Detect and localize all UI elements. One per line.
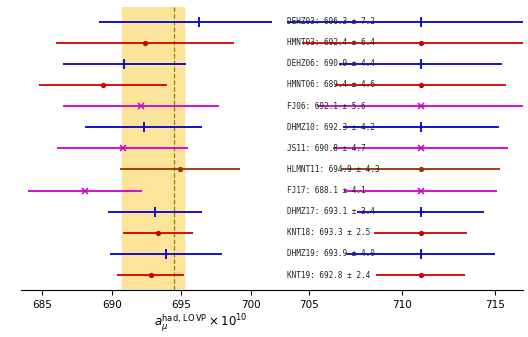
Text: KNT18: 693.3 ± 2.5: KNT18: 693.3 ± 2.5 bbox=[287, 228, 370, 237]
Text: DHMZ17: 693.1 ± 3.4: DHMZ17: 693.1 ± 3.4 bbox=[287, 207, 375, 216]
Text: KNT19: 692.8 ± 2.4: KNT19: 692.8 ± 2.4 bbox=[287, 271, 370, 279]
Text: FJ17: 688.1 ± 4.1: FJ17: 688.1 ± 4.1 bbox=[287, 186, 365, 195]
Bar bbox=[122, 7, 184, 290]
Text: JS11: 690.8 ± 4.7: JS11: 690.8 ± 4.7 bbox=[287, 144, 365, 153]
Text: DHMZ19: 693.9 ± 4.0: DHMZ19: 693.9 ± 4.0 bbox=[287, 249, 375, 258]
Text: DHMZ10: 692.3 ± 4.2: DHMZ10: 692.3 ± 4.2 bbox=[287, 123, 375, 132]
Text: $a_{\mu}^{\mathrm{had,\,LO\,VP}} \times 10^{10}$: $a_{\mu}^{\mathrm{had,\,LO\,VP}} \times … bbox=[154, 312, 248, 334]
Text: HLMNT11: 694.9 ± 4.3: HLMNT11: 694.9 ± 4.3 bbox=[287, 165, 379, 174]
Text: DEHZ06: 690.9 ± 4.4: DEHZ06: 690.9 ± 4.4 bbox=[287, 59, 375, 68]
Text: HMNT06: 689.4 ± 4.6: HMNT06: 689.4 ± 4.6 bbox=[287, 81, 375, 89]
Text: DEHZ03: 696.3 ± 7.2: DEHZ03: 696.3 ± 7.2 bbox=[287, 17, 375, 26]
Text: HMNT03: 692.4 ± 6.4: HMNT03: 692.4 ± 6.4 bbox=[287, 38, 375, 47]
Text: FJ06: 692.1 ± 5.6: FJ06: 692.1 ± 5.6 bbox=[287, 101, 365, 111]
